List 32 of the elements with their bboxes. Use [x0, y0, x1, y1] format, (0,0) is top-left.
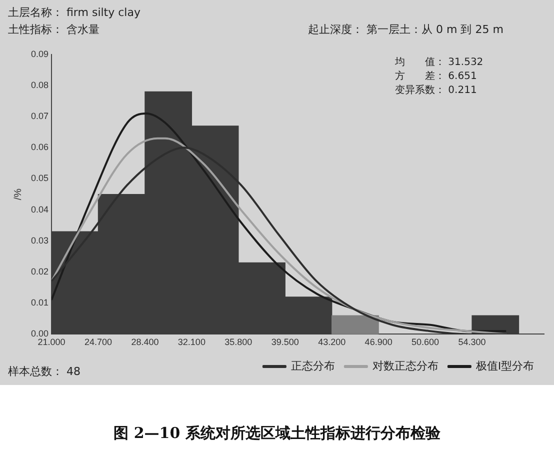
legend-label: 对数正态分布: [372, 360, 438, 373]
x-tick-label: 50.600: [412, 337, 440, 348]
x-tick-label: 35.800: [224, 337, 252, 348]
annotation: 变异系数： 0.211: [395, 84, 478, 98]
x-tick-label: 46.900: [364, 337, 392, 348]
y-tick-label: 0.02: [30, 266, 49, 277]
text: 土层名称： firm silty clay: [8, 5, 142, 21]
x-tick-label: 32.100: [178, 337, 206, 348]
y-tick-label: 0.09: [30, 48, 49, 59]
legend-label: 正态分布: [290, 360, 335, 373]
x-tick-label: 24.700: [84, 337, 112, 348]
legend-label: 极值I型分布: [474, 360, 534, 373]
x-tick-label: 54.300: [458, 337, 486, 348]
y-tick-label: 0.05: [30, 173, 49, 184]
y-tick-label: 0.07: [30, 111, 49, 122]
x-tick-label: 21.000: [38, 337, 66, 348]
y-tick-label: 0.00: [30, 328, 49, 339]
y-tick-label: 0.08: [30, 80, 49, 90]
text: 图 2—10 系统对所选区域土性指标进行分布检验: [112, 424, 442, 443]
text: 样本总数： 48: [8, 364, 80, 379]
annotation: 方 差： 6.651: [395, 70, 478, 84]
x-tick-label: 39.500: [271, 337, 299, 348]
y-axis-title: /%: [12, 188, 24, 200]
x-tick-label: 28.400: [131, 337, 159, 348]
y-tick-label: 0.01: [30, 298, 49, 308]
text: 起止深度： 第一层土：从 0 m 到 25 m: [308, 22, 504, 38]
y-tick-label: 0.04: [30, 204, 49, 214]
y-tick-label: 0.03: [30, 235, 49, 246]
x-tick-label: 43.200: [318, 337, 346, 348]
y-tick-label: 0.06: [30, 142, 49, 152]
text: 土性指标： 含水量: [8, 23, 100, 36]
annotation: 均 值： 31.532: [395, 56, 484, 70]
